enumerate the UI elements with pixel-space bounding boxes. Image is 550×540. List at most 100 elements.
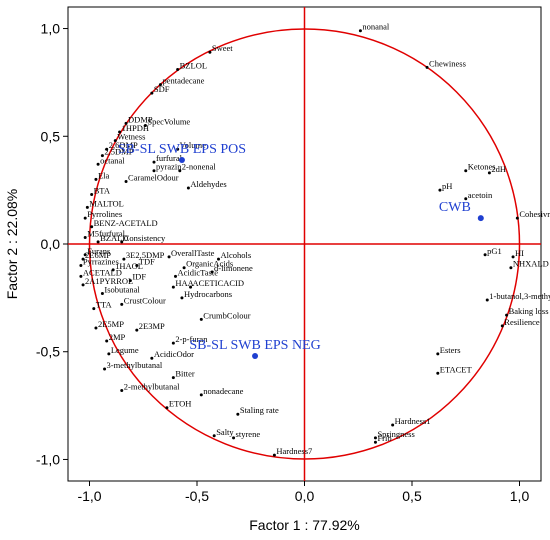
variable-label: Alcohols [221,250,252,260]
variable-label: Hydrocarbons [184,289,232,299]
variable-point: SpecVolume [143,117,190,127]
variable-label: Wetness [117,132,145,142]
variable-label: Aldehydes [190,179,226,189]
variable-point: HI [511,248,524,259]
y-tick-label: 0,0 [41,236,61,252]
variable-label: BZALD [100,233,128,243]
variable-marker [171,341,175,345]
variable-marker [436,371,440,375]
y-tick-label: -1,0 [36,451,60,467]
variable-point: Baking loss [505,306,549,317]
y-axis-label: Factor 2 : 22.08% [4,189,20,300]
variable-marker [94,177,98,181]
variable-label: Consistency [124,233,166,243]
variable-point: Esters [436,345,461,356]
variable-label: AcidicTaste [178,267,219,277]
variable-marker [128,279,132,283]
variable-label: 2-nonenal [182,162,217,172]
variable-label: furfural [156,153,183,163]
variable-label: 2,5DMP [104,147,133,157]
variable-label: 1-butanol,3-methyl- [489,291,550,301]
variable-marker [124,180,128,184]
variable-point: Cohesivness [515,209,550,220]
variable-marker [158,83,162,87]
variable-point: Sweet [208,43,233,54]
variable-point: ACETALD [79,267,122,278]
variable-label: Resilience [504,317,540,327]
variable-marker [111,268,115,272]
variable-point: 2MP [105,332,126,343]
variable-point: TDF [135,257,155,268]
variable-point: 2dH [487,164,506,175]
x-tick-label: 0,5 [402,488,422,504]
variable-point: CrumbColour [199,310,251,321]
variable-label: ETOH [169,399,192,409]
variable-marker [105,339,109,343]
variable-point: 2E6MP [81,250,111,261]
variable-marker [232,436,236,440]
variable-point: SDF [150,84,170,95]
x-tick-label: 1,0 [510,488,530,504]
variable-label: Furans [87,246,110,256]
variable-marker [483,253,487,257]
variable-marker [373,440,377,444]
variable-label: nonanal [362,22,390,32]
variable-point: TTA [92,300,113,311]
variable-point: 2,5DMP [100,147,134,158]
variable-label: 2MP [109,332,126,342]
variable-marker [373,436,377,440]
variable-point: Furans [83,246,110,257]
variable-point: Hydrocarbons [180,289,232,300]
variable-marker [171,376,175,380]
variable-marker [96,240,100,244]
variable-point: Isobutanal [100,285,140,296]
variable-label: Ketones [468,162,496,172]
variable-label: M5furfural [87,229,125,239]
variable-label: 2-methylbutanal [124,382,180,392]
variable-marker [90,192,94,196]
variable-point: 1-butanol,3-methyl- [485,291,550,302]
variable-label: 2dH [491,164,506,174]
variable-label: CaramelOdour [128,173,179,183]
variable-marker [212,434,216,438]
variable-point: Pyrrazines [79,257,119,268]
y-tick-label: 1,0 [41,21,61,37]
variable-label: DDMP [128,114,153,124]
variable-point: 2,6DMP [105,140,138,151]
variable-label: HI [515,248,524,258]
variable-label: 2A1PYRROL [85,276,133,286]
variable-label: octanal [100,155,125,165]
variable-point: BTA [90,185,111,196]
variable-point: Frib [373,433,392,444]
variable-point: 2-methylbutanal [120,382,180,393]
variable-label: Sweet [212,43,233,53]
variable-label: 2E3MP [139,321,165,331]
variable-point: ETOH [165,399,191,410]
variable-label: TDF [139,257,155,267]
variable-label: BTA [94,185,111,195]
variable-marker [210,270,214,274]
variable-label: ETACET [440,364,473,374]
variable-point: acetoin [464,190,493,201]
variable-label: pG1 [487,246,502,256]
object-marker [252,353,259,360]
variable-point: 1HPDH [118,123,149,134]
variable-point: 2E5MP [94,319,124,330]
variable-marker [152,169,156,173]
variable-point: Consistency [120,233,166,244]
variable-label: SDF [154,84,170,94]
variable-marker [94,326,98,330]
variable-marker [124,121,128,125]
variable-marker [120,240,124,244]
variable-points: nonanal Chewiness Sweet BZLOL pentadecaneSDF… [79,22,550,457]
variable-label: BZLOL [180,60,207,70]
variable-label: Ela [98,170,110,180]
variable-point: BZALD [96,233,128,244]
variable-label: Staling rate [240,405,279,415]
variable-marker [135,264,139,268]
variable-point: BENZ-ACETALD [90,218,158,229]
variable-point: nonanal [358,22,390,33]
variable-point: BZLOL [176,60,207,71]
y-tick-label: 0,5 [41,128,61,144]
variable-marker [180,296,184,300]
